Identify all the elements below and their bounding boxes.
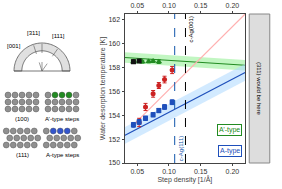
svg-text:160: 160 [108, 40, 120, 47]
svg-text:[111]: [111] [52, 33, 65, 39]
svg-text:0.05: 0.05 [130, 2, 144, 9]
svg-text:c-Ag(111): c-Ag(111) [178, 136, 184, 161]
svg-text:0.15: 0.15 [194, 2, 208, 9]
svg-text:0.15: 0.15 [194, 168, 208, 175]
svg-text:[311]: [311] [27, 30, 40, 36]
svg-text:0.05: 0.05 [130, 168, 144, 175]
svg-text:[001]: [001] [7, 43, 21, 49]
svg-text:0.10: 0.10 [162, 2, 176, 9]
svg-text:A-type: A-type [220, 147, 240, 155]
svg-text:Water desorption temperature [: Water desorption temperature [K] [99, 37, 107, 140]
svg-text:A’-type steps: A’-type steps [45, 116, 79, 122]
svg-text:Step density [1/Å]: Step density [1/Å] [157, 175, 212, 184]
svg-text:150: 150 [108, 159, 120, 166]
svg-text:c-Ag(001): c-Ag(001) [188, 16, 194, 42]
svg-text:0.20: 0.20 [226, 2, 240, 9]
svg-text:(100): (100) [15, 116, 29, 122]
svg-text:0.10: 0.10 [162, 168, 176, 175]
svg-text:0.20: 0.20 [226, 168, 240, 175]
svg-text:162: 162 [108, 16, 120, 23]
svg-text:A’-type: A’-type [219, 126, 240, 134]
svg-text:158: 158 [108, 64, 120, 71]
svg-text:A-type steps: A-type steps [46, 152, 79, 158]
svg-text:154: 154 [108, 112, 120, 119]
svg-text:156: 156 [108, 88, 120, 95]
svg-text:(311) would be here: (311) would be here [256, 62, 262, 116]
svg-text:(111): (111) [16, 152, 29, 158]
svg-text:152: 152 [108, 136, 120, 143]
